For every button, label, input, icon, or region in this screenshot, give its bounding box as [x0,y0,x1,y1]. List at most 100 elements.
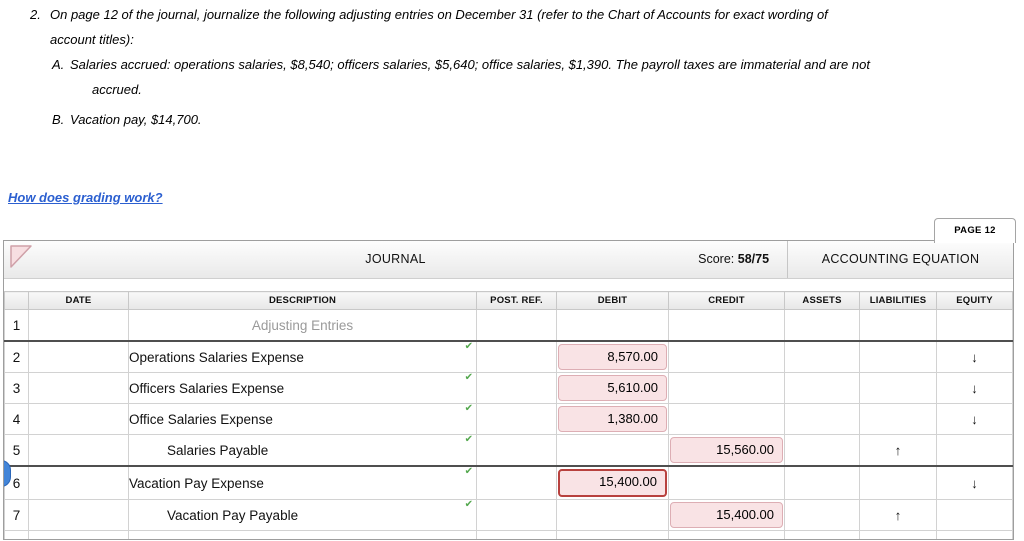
date-cell[interactable] [28,403,129,435]
question-line-2: account titles): [50,32,134,47]
post-ref-cell[interactable] [476,499,557,531]
equity-decrease-arrow: ↓ [936,403,1013,435]
journal-panel: JOURNAL Score: 58/75 ACCOUNTING EQUATION… [3,240,1014,540]
debit-cell[interactable] [556,499,669,531]
credit-cell: 15,560.00 [668,434,785,467]
debit-cell: 5,610.00 [556,372,669,404]
date-cell[interactable] [28,465,129,500]
assets-cell [784,309,860,342]
credit-cell: 15,400.00 [668,499,785,531]
assets-header: ASSETS [784,291,860,310]
debit-input-focused[interactable]: 15,400.00 [558,469,667,497]
debit-input[interactable]: 5,610.00 [558,375,667,401]
credit-cell[interactable] [668,372,785,404]
debit-cell[interactable] [556,434,669,467]
credit-input[interactable]: 15,400.00 [670,502,783,528]
liabilities-increase-arrow: ↑ [859,499,937,531]
journal-row-6: 6 Vacation Pay Expense ✔ 15,400.00 ↓ [4,465,1013,500]
liabilities-header: LIABILITIES [859,291,937,310]
post-ref-cell[interactable] [476,530,557,539]
journal-row-8 [4,530,1013,539]
journal-row-2: 2 Operations Salaries Expense ✔ 8,570.00… [4,340,1013,373]
equity-header: EQUITY [936,291,1013,310]
liabilities-cell [859,340,937,373]
grading-help-link[interactable]: How does grading work? [8,190,163,205]
debit-cell[interactable] [556,530,669,539]
description-cell[interactable]: Office Salaries Expense ✔ [128,403,477,435]
date-header: DATE [28,291,129,310]
row-number [4,530,29,539]
post-ref-cell[interactable] [476,309,557,342]
score-label: Score: [698,252,735,266]
liabilities-cell [859,309,937,342]
journal-row-3: 3 Officers Salaries Expense ✔ 5,610.00 ↓ [4,372,1013,404]
journal-header-band: JOURNAL Score: 58/75 ACCOUNTING EQUATION [4,241,1013,279]
date-cell[interactable] [28,372,129,404]
question-line-1: On page 12 of the journal, journalize th… [50,7,828,22]
description-cell[interactable]: Vacation Pay Expense ✔ [128,465,477,500]
date-cell[interactable] [28,530,129,539]
debit-cell[interactable] [556,309,669,342]
debit-input[interactable]: 1,380.00 [558,406,667,432]
post-ref-cell[interactable] [476,340,557,373]
row-number: 3 [4,372,29,404]
correct-check-icon: ✔ [464,434,473,445]
row-number-header [4,291,29,310]
page-tab[interactable]: PAGE 12 [934,218,1016,243]
credit-cell[interactable] [668,309,785,342]
description-cell[interactable] [128,530,477,539]
assets-cell [784,434,860,467]
item-a-line-1: Salaries accrued: operations salaries, $… [70,57,870,72]
debit-header: DEBIT [556,291,669,310]
debit-cell: 8,570.00 [556,340,669,373]
liabilities-increase-arrow: ↑ [859,434,937,467]
liabilities-cell [859,403,937,435]
date-cell[interactable] [28,434,129,467]
item-a-line-2: accrued. [92,82,142,97]
credit-cell[interactable] [668,340,785,373]
debit-cell: 1,380.00 [556,403,669,435]
date-cell[interactable] [28,499,129,531]
description-cell[interactable]: Vacation Pay Payable ✔ [128,499,477,531]
description-header: DESCRIPTION [128,291,477,310]
assets-cell [784,403,860,435]
row-number: 2 [4,340,29,373]
assets-cell [784,465,860,500]
equity-cell [936,530,1013,539]
column-header-row: DATE DESCRIPTION POST. REF. DEBIT CREDIT… [4,291,1013,310]
journal-row-7: 7 Vacation Pay Payable ✔ 15,400.00 ↑ [4,499,1013,531]
credit-cell[interactable] [668,403,785,435]
equity-cell [936,309,1013,342]
credit-header: CREDIT [668,291,785,310]
assets-cell [784,499,860,531]
row-number: 1 [4,309,29,342]
header-divider [787,241,788,278]
correct-check-icon: ✔ [464,341,473,352]
post-ref-cell[interactable] [476,465,557,500]
journal-title: JOURNAL [365,252,426,266]
equity-decrease-arrow: ↓ [936,372,1013,404]
post-ref-cell[interactable] [476,403,557,435]
assets-cell [784,530,860,539]
equity-decrease-arrow: ↓ [936,340,1013,373]
liabilities-cell [859,372,937,404]
description-cell[interactable]: Salaries Payable ✔ [128,434,477,467]
journal-row-1: 1 Adjusting Entries [4,309,1013,342]
row-number: 7 [4,499,29,531]
description-cell[interactable]: Operations Salaries Expense ✔ [128,340,477,373]
equity-cell [936,499,1013,531]
post-ref-cell[interactable] [476,434,557,467]
post-ref-cell[interactable] [476,372,557,404]
debit-cell: 15,400.00 [556,465,669,500]
credit-input[interactable]: 15,560.00 [670,437,783,463]
item-a-label: A. [52,57,65,72]
correct-check-icon: ✔ [464,466,473,477]
credit-cell[interactable] [668,465,785,500]
credit-cell[interactable] [668,530,785,539]
date-cell[interactable] [28,340,129,373]
correct-check-icon: ✔ [464,372,473,383]
description-cell[interactable]: Officers Salaries Expense ✔ [128,372,477,404]
equity-cell [936,434,1013,467]
date-cell[interactable] [28,309,129,342]
debit-input[interactable]: 8,570.00 [558,344,667,370]
